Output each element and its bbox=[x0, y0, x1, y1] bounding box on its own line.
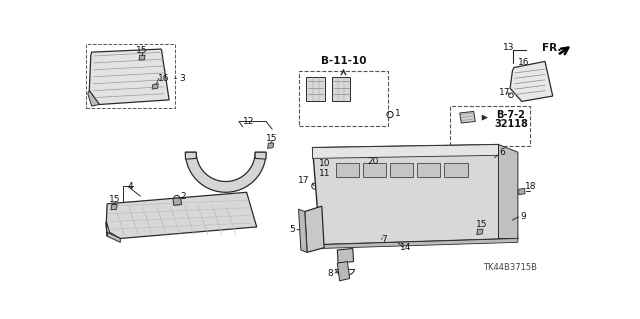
Text: 12: 12 bbox=[243, 117, 255, 126]
Polygon shape bbox=[268, 143, 274, 148]
Polygon shape bbox=[417, 163, 440, 177]
Polygon shape bbox=[152, 84, 158, 89]
Bar bbox=[298, 70, 388, 126]
Polygon shape bbox=[444, 163, 467, 177]
Text: 14: 14 bbox=[400, 243, 411, 252]
Polygon shape bbox=[111, 204, 117, 210]
Polygon shape bbox=[312, 145, 499, 159]
Polygon shape bbox=[298, 209, 307, 252]
Circle shape bbox=[479, 181, 487, 189]
Text: 4: 4 bbox=[127, 182, 133, 191]
Bar bbox=[451, 106, 529, 146]
Polygon shape bbox=[107, 232, 120, 242]
Text: 20: 20 bbox=[367, 157, 379, 166]
Text: 15: 15 bbox=[266, 134, 278, 143]
Polygon shape bbox=[460, 111, 476, 123]
Polygon shape bbox=[336, 163, 359, 177]
Polygon shape bbox=[332, 77, 351, 101]
Text: 16: 16 bbox=[518, 58, 530, 67]
Text: 17: 17 bbox=[298, 176, 309, 185]
Polygon shape bbox=[312, 145, 518, 245]
Text: 5: 5 bbox=[289, 225, 294, 234]
Text: 8: 8 bbox=[327, 269, 333, 278]
Polygon shape bbox=[390, 163, 413, 177]
Text: 15: 15 bbox=[476, 220, 487, 229]
Polygon shape bbox=[337, 249, 353, 263]
Text: 9: 9 bbox=[520, 212, 526, 221]
Polygon shape bbox=[363, 163, 386, 177]
Bar bbox=[86, 44, 175, 108]
Text: 13: 13 bbox=[503, 43, 515, 52]
Text: 15: 15 bbox=[136, 46, 148, 55]
Polygon shape bbox=[139, 55, 145, 60]
Circle shape bbox=[370, 165, 376, 171]
Polygon shape bbox=[337, 262, 349, 281]
Polygon shape bbox=[186, 152, 196, 159]
Text: 7: 7 bbox=[381, 235, 387, 244]
Text: 11: 11 bbox=[319, 168, 331, 178]
Text: B-11-10: B-11-10 bbox=[321, 56, 366, 66]
Polygon shape bbox=[518, 189, 525, 195]
Circle shape bbox=[402, 179, 410, 187]
Polygon shape bbox=[255, 152, 266, 159]
Text: B-7-2: B-7-2 bbox=[497, 110, 525, 120]
Polygon shape bbox=[106, 192, 257, 239]
Polygon shape bbox=[307, 77, 325, 101]
Text: 3: 3 bbox=[179, 74, 185, 83]
Text: FR.: FR. bbox=[541, 43, 561, 53]
Text: 1: 1 bbox=[395, 109, 401, 118]
Polygon shape bbox=[186, 152, 266, 192]
Text: 6: 6 bbox=[499, 148, 505, 157]
Polygon shape bbox=[90, 49, 169, 105]
Text: 18: 18 bbox=[525, 182, 537, 191]
Polygon shape bbox=[499, 145, 518, 239]
Polygon shape bbox=[305, 206, 324, 252]
Polygon shape bbox=[173, 198, 182, 205]
Text: 16: 16 bbox=[157, 74, 169, 83]
Circle shape bbox=[448, 177, 456, 185]
Polygon shape bbox=[477, 229, 483, 235]
Polygon shape bbox=[510, 61, 553, 101]
Polygon shape bbox=[106, 221, 107, 236]
Text: 17: 17 bbox=[499, 88, 511, 97]
Text: 32118: 32118 bbox=[494, 119, 528, 129]
Text: 15: 15 bbox=[109, 196, 120, 204]
Text: TK44B3715B: TK44B3715B bbox=[483, 263, 537, 272]
Text: 2: 2 bbox=[180, 192, 186, 201]
Text: 10: 10 bbox=[319, 159, 331, 167]
Polygon shape bbox=[88, 91, 99, 106]
Circle shape bbox=[355, 177, 363, 185]
Polygon shape bbox=[320, 239, 518, 249]
